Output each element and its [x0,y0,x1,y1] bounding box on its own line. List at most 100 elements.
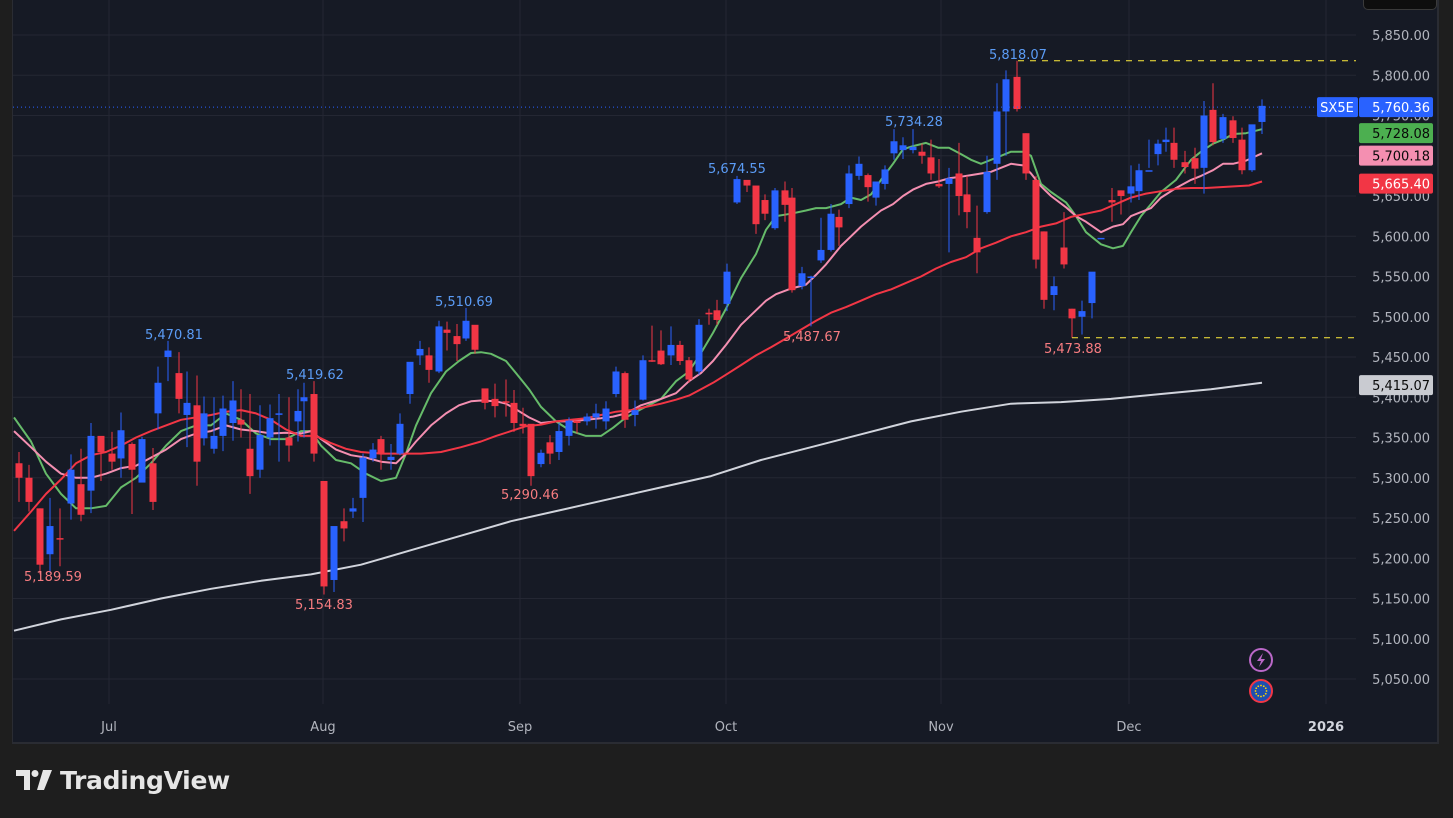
candle-down [481,388,489,403]
time-axis-label: Sep [508,720,533,735]
price-axis-label: 5,800.00 [1372,69,1430,84]
candle-down [25,477,33,502]
candle-down [1209,109,1217,143]
tradingview-logo-text: TradingView [60,765,230,795]
candle-up [462,320,470,339]
candle-down [752,185,760,225]
candle-down [935,183,943,187]
candle-up [555,431,563,452]
time-axis-label: Nov [928,720,954,735]
candle-up [1154,143,1162,155]
candle-up [416,348,424,356]
price-tag [1359,123,1433,144]
eu-flag-icon[interactable] [1249,679,1273,703]
price-axis-label: 5,550.00 [1372,271,1430,286]
time-axis-label: Dec [1116,720,1141,735]
candle-up [300,397,308,402]
price-axis-label: 5,300.00 [1372,472,1430,487]
candle-up [349,508,357,512]
candle-down [377,439,385,454]
eu-star [1260,695,1262,698]
eu-star [1257,694,1260,697]
candle-up [733,179,741,203]
tradingview-logo[interactable]: TradingView [16,764,230,796]
candle-down [510,402,518,424]
candle-down [527,423,535,477]
tradingview-logo-icon [16,770,52,790]
candle-down [1117,190,1125,196]
candle-down [1238,139,1246,171]
eu-star [1264,692,1267,695]
candle-up [845,173,853,205]
candle-down [705,312,713,315]
high-price-label: 5,470.81 [145,328,203,343]
candle-up [1127,186,1135,194]
candle-up [1248,124,1256,171]
candle-down [657,350,665,365]
candle-down [443,329,451,333]
high-price-label: 5,818.07 [989,48,1047,63]
candle-up [537,452,545,465]
price-axis-label: 5,450.00 [1372,351,1430,366]
candle-up [993,111,1001,164]
candle-down [743,179,751,186]
candle-down [927,157,935,174]
candle-up [435,326,443,372]
low-price-label: 5,487.67 [783,330,841,345]
eu-star [1255,687,1258,690]
candle-down [973,237,981,253]
candle-up [275,413,283,415]
candle-down [285,437,293,446]
high-price-label: 5,674.55 [708,162,766,177]
candle-up [695,324,703,372]
candle-up [602,408,610,422]
candle-up [872,181,880,198]
eu-star [1257,685,1260,688]
candle-down [1181,162,1189,168]
symbol-tag [1317,97,1358,118]
price-tag [1359,173,1433,194]
candle-up [154,382,162,414]
price-tag [1359,375,1433,396]
low-price-label: 5,473.88 [1044,342,1102,357]
candle-up [210,435,218,449]
candle-up [1097,237,1105,240]
price-axis-label: 5,850.00 [1372,29,1430,44]
candle-up [67,469,75,504]
candle-up [1145,170,1153,172]
candle-up [117,430,125,459]
time-axis-label: 2026 [1308,720,1344,735]
price-tag [1359,145,1433,166]
candle-down [918,151,926,156]
candle-up [817,249,825,261]
candle-up [406,361,414,395]
low-price-label: 5,154.83 [295,598,353,613]
candle-up [266,418,274,438]
candle-up [807,276,815,278]
candle-down [320,480,328,587]
candle-up [183,402,191,415]
price-axis-label: 5,350.00 [1372,432,1430,447]
candle-up [1002,79,1010,112]
candlestick-chart[interactable]: 5,818.07 5,734.28 5,674.55 5,510.69 5,470.81… [13,0,1440,744]
candle-down [573,420,581,424]
candle-up [46,526,54,555]
candle-up [855,163,863,176]
price-axis-label: 5,050.00 [1372,673,1430,688]
candle-up [565,420,573,436]
candle-up [1135,170,1143,192]
candle-up [1219,117,1227,139]
candle-down [1032,179,1040,260]
top-toolbar-button[interactable] [1363,0,1437,10]
candle-down [246,448,254,477]
candle-down [193,405,201,462]
high-price-label: 5,510.69 [435,295,493,310]
candle-down [519,423,527,427]
candle-down [453,336,461,345]
candle-down [1191,158,1199,169]
price-axis-label: 5,150.00 [1372,593,1430,608]
candle-up [1050,286,1058,296]
price-tag-label: 5,760.36 [1372,101,1430,116]
candle-up [387,456,395,461]
candle-up [396,423,404,454]
